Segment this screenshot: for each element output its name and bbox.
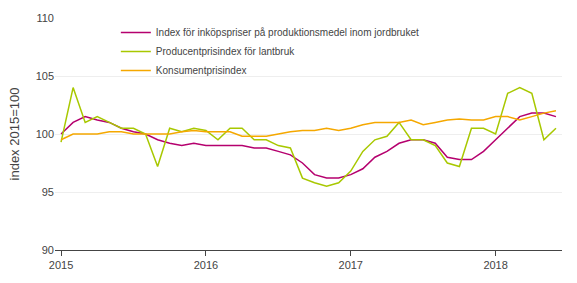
svg-text:2018: 2018 — [483, 259, 507, 271]
svg-text:Konsumentprisindex: Konsumentprisindex — [156, 65, 247, 76]
svg-text:90: 90 — [42, 244, 54, 256]
svg-text:2017: 2017 — [339, 259, 363, 271]
svg-text:2015: 2015 — [49, 259, 73, 271]
svg-text:Index för inköpspriser på prod: Index för inköpspriser på produktionsmed… — [156, 27, 419, 38]
svg-text:95: 95 — [42, 186, 54, 198]
svg-text:index 2015=100: index 2015=100 — [7, 88, 22, 181]
svg-text:105: 105 — [36, 70, 54, 82]
svg-text:100: 100 — [36, 128, 54, 140]
svg-text:Producentprisindex för lantbru: Producentprisindex för lantbruk — [156, 46, 295, 57]
svg-text:110: 110 — [36, 12, 54, 24]
svg-text:2016: 2016 — [194, 259, 218, 271]
